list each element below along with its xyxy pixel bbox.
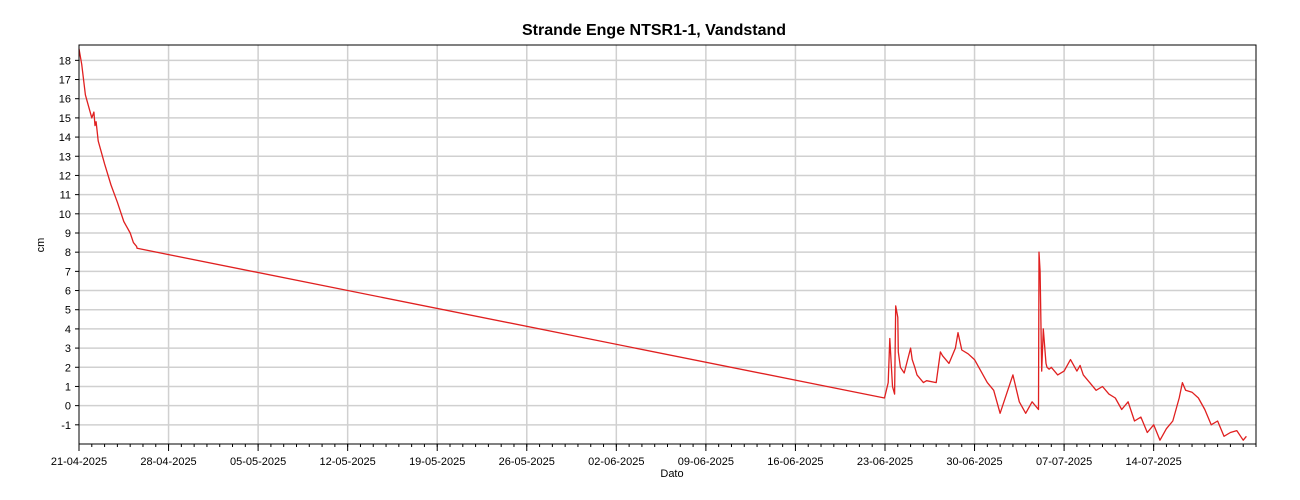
x-tick-label: 16-06-2025 — [767, 456, 823, 468]
y-tick-label: 17 — [59, 75, 71, 87]
y-tick-label: 16 — [59, 94, 71, 106]
y-tick-label: 0 — [65, 401, 71, 413]
y-tick-label: 6 — [65, 286, 71, 298]
x-tick-label: 26-05-2025 — [499, 456, 555, 468]
gridlines — [79, 45, 1256, 444]
y-tick-label: 10 — [59, 209, 71, 221]
y-tick-label: 9 — [65, 228, 71, 240]
x-tick-label: 12-05-2025 — [320, 456, 376, 468]
y-tick-label: 1 — [65, 381, 71, 393]
y-tick-label: 13 — [59, 151, 71, 163]
plot-frame — [78, 44, 1257, 445]
x-tick-label: 21-04-2025 — [51, 456, 107, 468]
y-axis-label: cm — [35, 238, 47, 253]
x-axis: 21-04-2025 28-04-2025 05-05-2025 12-05-2025… — [51, 444, 1182, 468]
x-tick-label: 19-05-2025 — [409, 456, 465, 468]
y-tick-label: 11 — [60, 190, 71, 202]
y-tick-label: 14 — [59, 132, 71, 144]
x-axis-label: Dato — [660, 468, 683, 480]
x-tick-label: 09-06-2025 — [678, 456, 734, 468]
y-tick-label: 5 — [65, 305, 71, 317]
y-tick-label: 8 — [65, 247, 71, 259]
y-tick-label: 2 — [65, 362, 71, 374]
x-tick-label: 14-07-2025 — [1126, 456, 1182, 468]
y-tick-label: 7 — [65, 266, 71, 278]
chart-title: Strande Enge NTSR1-1, Vandstand — [522, 22, 786, 39]
y-tick-label: -1 — [61, 420, 71, 432]
x-tick-label: 05-05-2025 — [230, 456, 286, 468]
y-tick-label: 3 — [65, 343, 71, 355]
y-tick-label: 4 — [65, 324, 71, 336]
y-tick-label: 15 — [59, 113, 71, 125]
x-tick-label: 07-07-2025 — [1036, 456, 1092, 468]
y-tick-label: 12 — [59, 170, 71, 182]
x-tick-label: 28-04-2025 — [140, 456, 196, 468]
x-tick-label: 23-06-2025 — [857, 456, 913, 468]
series-line — [78, 48, 1247, 441]
y-tick-label: 18 — [59, 55, 71, 67]
x-tick-label: 30-06-2025 — [946, 456, 1002, 468]
x-tick-label: 02-06-2025 — [588, 456, 644, 468]
